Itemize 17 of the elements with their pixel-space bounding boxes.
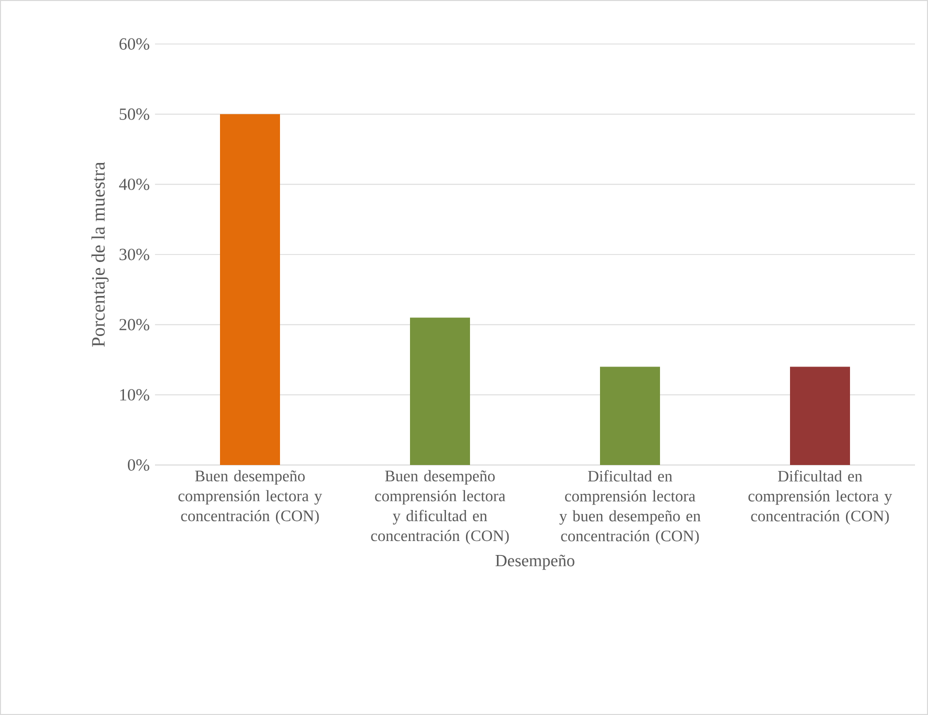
y-tick-label: 60% — [120, 38, 150, 50]
x-tick-label: Dificultad en comprensión lectora y concentración (CON) — [748, 470, 892, 525]
y-axis-title: Porcentaje de la muestra — [91, 162, 109, 347]
x-tick-label: Buen desempeño comprensión lectora y dificultad en concentración (CON) — [371, 470, 509, 544]
bar — [220, 114, 280, 465]
x-axis-title: Desempeño — [496, 554, 574, 570]
x-tick-label: Dificultad en comprensión lectora y buen desempeño en concentración (CON) — [559, 470, 701, 545]
y-tick-label: 10% — [120, 389, 150, 401]
bar — [790, 366, 850, 465]
y-tick-label: 30% — [120, 248, 150, 260]
y-tick-label: 0% — [128, 459, 150, 471]
y-tick-label: 40% — [119, 178, 150, 190]
y-tick-label: 20% — [120, 318, 150, 330]
y-tick-label: 50% — [120, 108, 150, 120]
x-tick-label: Buen desempeño comprensión lectora y concentración (CON) — [178, 470, 322, 524]
bar — [600, 366, 660, 465]
bar — [410, 318, 470, 465]
